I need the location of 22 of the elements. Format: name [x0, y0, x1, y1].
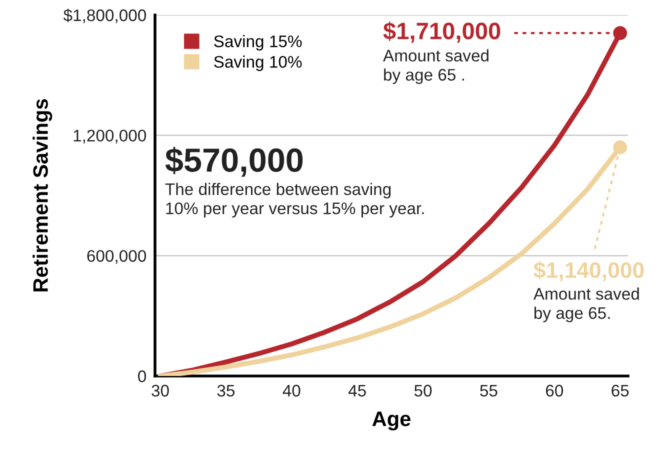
- y-tick-label: $1,800,000: [63, 8, 146, 24]
- x-tick-label: 30: [152, 384, 169, 397]
- annotation: $570,000: [165, 146, 303, 177]
- y-tick-label: 0: [138, 370, 146, 382]
- x-tick-label: 60: [546, 384, 564, 397]
- y-tick-label: 1,200,000: [74, 130, 146, 144]
- annotation: $1,140,000: [534, 261, 644, 282]
- x-tick-label: 40: [282, 384, 300, 397]
- x-tick-label: 55: [480, 384, 498, 397]
- legend-label: Saving 15%: [214, 35, 302, 51]
- x-tick-label: 35: [217, 384, 235, 397]
- legend-label: Saving 10%: [214, 56, 302, 72]
- annotation: Amount saved by age 65 .: [383, 49, 488, 84]
- annotation: Amount saved by age 65.: [533, 288, 639, 322]
- y-tick-label: 600,000: [87, 250, 146, 264]
- x-axis-title: Age: [372, 412, 410, 430]
- x-tick-label: 45: [348, 384, 366, 397]
- x-tick-label: 50: [414, 384, 432, 397]
- annotation: The difference between saving 10% per year versus 15% per year.: [165, 182, 424, 218]
- annotation: $1,710,000: [383, 22, 500, 43]
- x-tick-label: 65: [612, 384, 629, 397]
- y-axis-title: Retirement Savings: [32, 99, 52, 292]
